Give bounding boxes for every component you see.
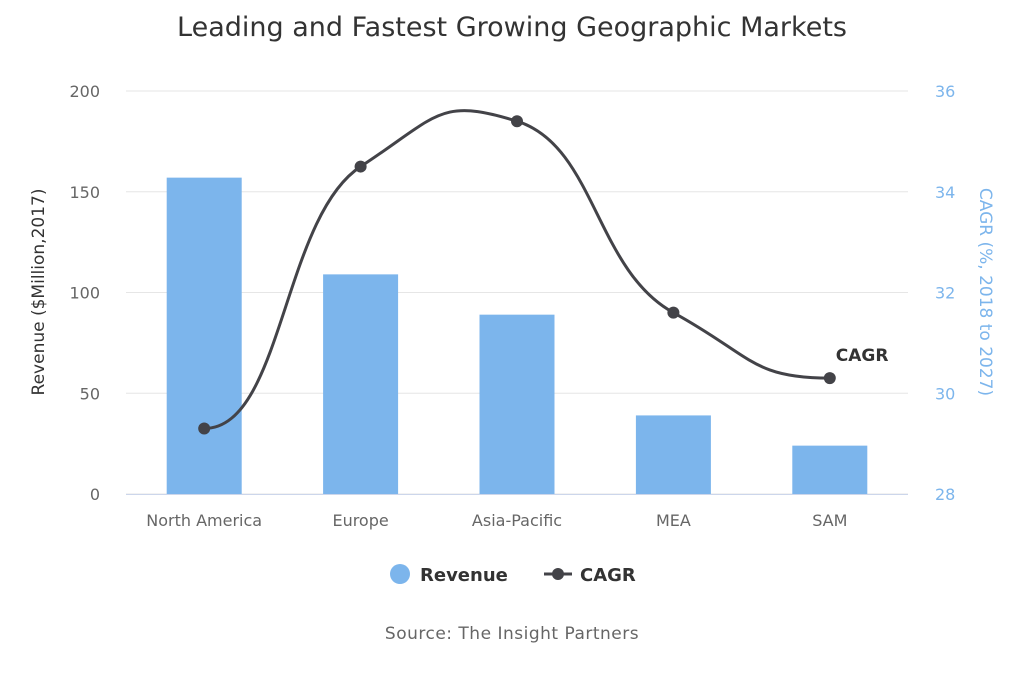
cagr-points <box>198 115 836 435</box>
cagr-point[interactable] <box>667 306 680 319</box>
x-tick-label: Europe <box>332 511 388 530</box>
left-axis-label: Revenue ($Million,2017) <box>29 189 49 396</box>
chart-title: Leading and Fastest Growing Geographic M… <box>177 12 847 43</box>
right-tick-label: 34 <box>935 183 955 202</box>
revenue-bars <box>166 177 868 494</box>
revenue-bar[interactable] <box>323 274 399 494</box>
source-note: Source: The Insight Partners <box>384 624 640 644</box>
right-tick-label: 32 <box>935 284 955 303</box>
right-tick-label: 36 <box>935 82 955 101</box>
x-tick-label: North America <box>146 511 262 530</box>
legend-cagr-label[interactable]: CAGR <box>580 565 636 586</box>
right-axis-ticks: 28 30 32 34 36 <box>935 82 955 504</box>
right-axis-label: CAGR (%, 2018 to 2027) <box>975 188 995 396</box>
x-tick-label: Asia-Pacific <box>472 511 562 530</box>
x-tick-label: SAM <box>812 511 847 530</box>
right-tick-label: 28 <box>935 485 955 504</box>
left-tick-label: 150 <box>69 183 100 202</box>
legend-revenue-label[interactable]: Revenue <box>420 565 508 586</box>
revenue-bar[interactable] <box>166 177 242 494</box>
revenue-bar[interactable] <box>792 445 868 494</box>
cagr-point[interactable] <box>823 372 836 385</box>
cagr-point[interactable] <box>354 160 367 173</box>
left-tick-label: 100 <box>69 284 100 303</box>
left-tick-label: 50 <box>80 384 100 403</box>
x-tick-label: MEA <box>656 511 691 530</box>
x-axis-ticks: North America Europe Asia-Pacific MEA SAM <box>146 511 847 530</box>
legend: Revenue CAGR <box>390 564 636 586</box>
cagr-annotation: CAGR <box>836 346 889 366</box>
revenue-bar[interactable] <box>635 415 711 494</box>
cagr-point[interactable] <box>198 422 211 435</box>
left-tick-label: 200 <box>69 82 100 101</box>
revenue-bar[interactable] <box>479 314 555 494</box>
left-tick-label: 0 <box>90 485 100 504</box>
left-axis-ticks: 0 50 100 150 200 <box>69 82 100 504</box>
right-tick-label: 30 <box>935 384 955 403</box>
cagr-point[interactable] <box>511 115 523 128</box>
legend-cagr-marker[interactable] <box>552 568 564 580</box>
legend-revenue-marker[interactable] <box>390 564 410 584</box>
